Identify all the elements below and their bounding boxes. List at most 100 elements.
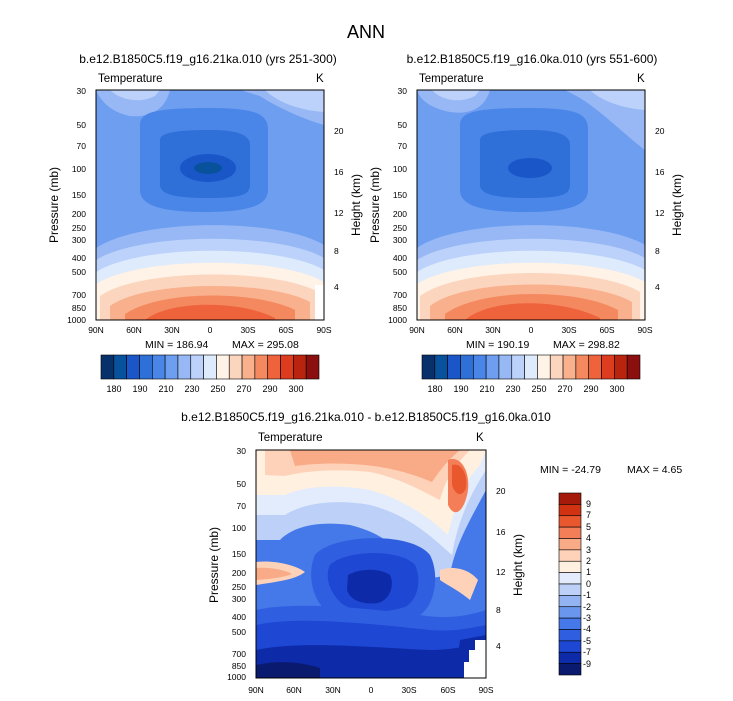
panel-2-colorbar-label: 250 — [531, 384, 546, 394]
panel-3-colorbar-label: -7 — [583, 647, 591, 657]
panel-1-left-label: Temperature — [98, 73, 163, 85]
colorbar-swatch — [293, 354, 307, 380]
colorbar-swatch — [190, 354, 204, 380]
panel-2-title: b.e12.B1850C5.f19_g16.0ka.010 (yrs 551-6… — [407, 52, 658, 66]
colorbar-swatch — [151, 354, 166, 380]
panel-2-ytick: 1000 — [388, 315, 407, 325]
colorbar-swatch — [100, 354, 115, 380]
colorbar-swatch — [498, 354, 513, 380]
panel-3-colorbar-label: 3 — [586, 545, 591, 555]
panel-1-min-label: MIN = 186.94 — [145, 339, 208, 351]
colorbar-swatch — [558, 560, 582, 573]
panel-1-ytick: 700 — [72, 290, 86, 300]
panel-1-xtick: 90S — [316, 325, 331, 335]
panel-3-x-ticks: 90N 60N 30N 0 30S 60S 90S — [248, 685, 494, 695]
panel-3-colorbar-label: 5 — [586, 522, 591, 532]
panel-3-colorbar-label: 0 — [586, 579, 591, 589]
panel-1-colorbar — [100, 354, 320, 380]
panel-3-ytick: 850 — [232, 661, 246, 671]
panel-2-y-right-ticks: 20 16 12 8 4 — [655, 126, 665, 292]
panel-1-ytick: 100 — [72, 164, 86, 174]
panel-1-ylabel-right: Height (km) — [349, 174, 363, 236]
panel-2-ytick: 700 — [393, 290, 407, 300]
panel-3-ytick: 300 — [232, 594, 246, 604]
figure-title: ANN — [347, 22, 385, 42]
colorbar-swatch — [558, 640, 582, 653]
panel-1-ytick: 300 — [72, 235, 86, 245]
colorbar-swatch — [177, 354, 192, 380]
panel-3-colorbar-label: -5 — [583, 636, 591, 646]
panel-1-title: b.e12.B1850C5.f19_g16.21ka.010 (yrs 251-… — [79, 52, 337, 66]
panel-3-xtick: 30N — [325, 685, 341, 695]
colorbar-swatch — [558, 572, 582, 585]
colorbar-swatch — [139, 354, 153, 380]
colorbar-swatch — [614, 354, 628, 380]
panel-2-xtick: 0 — [529, 325, 534, 335]
panel-3-ytick: 500 — [232, 627, 246, 637]
panel-3-ytick: 250 — [232, 582, 246, 592]
panel-3-ytick-right: 8 — [496, 605, 501, 615]
panel-2-xtick: 60S — [599, 325, 614, 335]
panel-3-xtick: 90S — [478, 685, 493, 695]
colorbar-swatch — [537, 354, 551, 380]
panel-3-ytick-right: 16 — [496, 527, 506, 537]
panel-2-colorbar-labels: 180 190 210 230 250 270 290 300 — [427, 384, 624, 394]
panel-3-colorbar-labels: 9 7 5 4 3 2 1 0 -1 -2 -3 -4 -5 -7 -9 — [583, 499, 591, 669]
colorbar-swatch — [254, 354, 269, 380]
colorbar-swatch — [601, 354, 615, 380]
panel-2-ytick: 30 — [398, 86, 408, 96]
colorbar-swatch — [216, 354, 230, 380]
panel-2-ylabel-right: Height (km) — [670, 174, 684, 236]
panel-1-ytick-right: 8 — [334, 246, 339, 256]
colorbar-swatch — [524, 354, 538, 380]
panel-3-colorbar-label: -3 — [583, 613, 591, 623]
panel-3-ytick-right: 20 — [496, 486, 506, 496]
panel-2: b.e12.B1850C5.f19_g16.0ka.010 (yrs 551-6… — [368, 52, 684, 394]
panel-1-xtick: 0 — [208, 325, 213, 335]
panel-3-colorbar-label: 2 — [586, 556, 591, 566]
panel-3-units-label: K — [476, 432, 484, 444]
panel-1-colorbar-label: 210 — [158, 384, 173, 394]
panel-2-min-label: MIN = 190.19 — [466, 339, 529, 351]
panel-2-xtick: 30S — [561, 325, 576, 335]
colorbar-swatch — [126, 354, 140, 380]
panel-3-ylabel-right: Height (km) — [511, 534, 525, 596]
colorbar-swatch — [558, 663, 582, 676]
panel-1-units-label: K — [316, 73, 324, 85]
colorbar-swatch — [305, 354, 320, 380]
colorbar-swatch — [558, 492, 582, 505]
panel-3-ytick: 700 — [232, 649, 246, 659]
panel-3-ytick: 100 — [232, 523, 246, 533]
colorbar-swatch — [113, 354, 127, 380]
panel-2-ytick-right: 4 — [655, 282, 660, 292]
panel-2-ytick: 850 — [393, 303, 407, 313]
panel-2-ytick: 500 — [393, 267, 407, 277]
panel-1-ylabel: Pressure (mb) — [47, 167, 61, 243]
panel-2-ytick-right: 12 — [655, 208, 665, 218]
panel-2-colorbar-label: 270 — [557, 384, 572, 394]
panel-1-colorbar-label: 230 — [184, 384, 199, 394]
panel-2-y-ticks: 30 50 70 100 150 200 250 300 400 500 700… — [388, 86, 407, 325]
panel-2-ylabel: Pressure (mb) — [368, 167, 382, 243]
panel-1-ytick: 400 — [72, 253, 86, 263]
colorbar-swatch — [558, 583, 582, 596]
colorbar-swatch — [228, 354, 243, 380]
panel-1-ytick: 250 — [72, 223, 86, 233]
panel-2-colorbar-label: 290 — [583, 384, 598, 394]
panel-3-xtick: 30S — [401, 685, 416, 695]
panel-1-ytick: 500 — [72, 267, 86, 277]
panel-1-colorbar-label: 190 — [132, 384, 147, 394]
panel-3-ytick: 50 — [237, 479, 247, 489]
panel-3-max-label: MAX = 4.65 — [627, 464, 682, 476]
panel-1-xtick: 30S — [240, 325, 255, 335]
panel-1-colorbar-label: 250 — [210, 384, 225, 394]
panel-3: b.e12.B1850C5.f19_g16.21ka.010 - b.e12.B… — [181, 410, 682, 695]
colorbar-swatch — [558, 617, 582, 630]
panel-3-ytick: 400 — [232, 612, 246, 622]
panel-3-y-ticks: 30 50 70 100 150 200 250 300 400 500 700… — [227, 446, 246, 682]
panel-3-ytick: 150 — [232, 549, 246, 559]
colorbar-swatch — [460, 354, 474, 380]
panel-2-ytick-right: 8 — [655, 246, 660, 256]
colorbar-swatch — [558, 595, 582, 608]
panel-1-xtick: 60N — [126, 325, 142, 335]
